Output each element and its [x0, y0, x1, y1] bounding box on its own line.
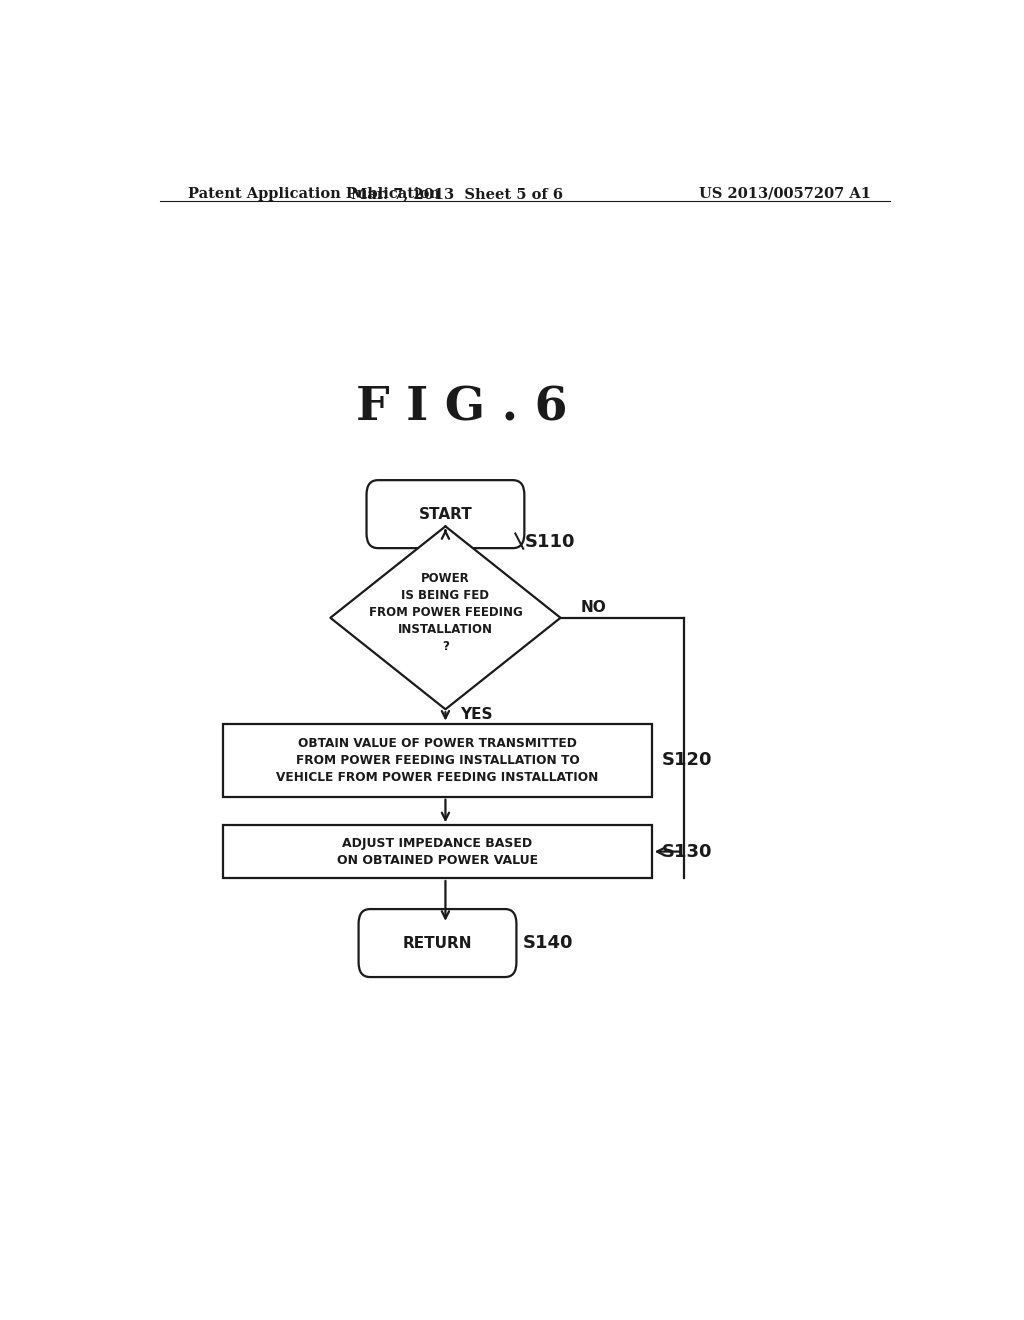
Text: START: START	[419, 507, 472, 521]
Text: S120: S120	[663, 751, 713, 770]
Text: OBTAIN VALUE OF POWER TRANSMITTED
FROM POWER FEEDING INSTALLATION TO
VEHICLE FRO: OBTAIN VALUE OF POWER TRANSMITTED FROM P…	[276, 737, 599, 784]
Text: ADJUST IMPEDANCE BASED
ON OBTAINED POWER VALUE: ADJUST IMPEDANCE BASED ON OBTAINED POWER…	[337, 837, 538, 867]
Text: S130: S130	[663, 842, 713, 861]
Text: RETURN: RETURN	[402, 936, 472, 950]
Bar	[223, 825, 652, 878]
Text: S140: S140	[522, 935, 572, 952]
Polygon shape	[331, 527, 560, 709]
Text: YES: YES	[460, 708, 493, 722]
FancyBboxPatch shape	[358, 909, 516, 977]
Bar	[223, 723, 652, 797]
Text: NO: NO	[581, 601, 606, 615]
Text: POWER
IS BEING FED
FROM POWER FEEDING
INSTALLATION
?: POWER IS BEING FED FROM POWER FEEDING IN…	[369, 573, 522, 653]
Text: F I G . 6: F I G . 6	[355, 384, 567, 430]
Text: Patent Application Publication: Patent Application Publication	[187, 187, 439, 201]
Text: S110: S110	[524, 532, 575, 550]
Text: Mar. 7, 2013  Sheet 5 of 6: Mar. 7, 2013 Sheet 5 of 6	[351, 187, 563, 201]
Text: US 2013/0057207 A1: US 2013/0057207 A1	[699, 187, 871, 201]
FancyBboxPatch shape	[367, 480, 524, 548]
